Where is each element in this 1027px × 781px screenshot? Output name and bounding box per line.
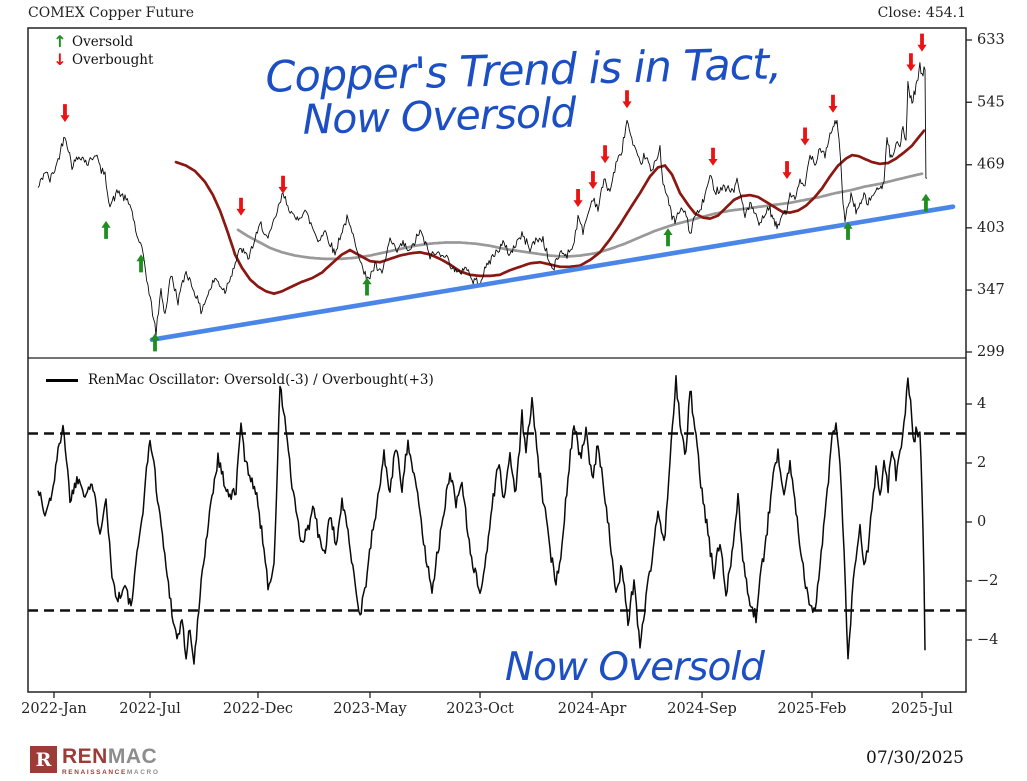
oversold-up-arrow-icon: ↑ [53,32,67,51]
price-axis-tick-label: 299 [977,344,1005,360]
oversold-signal-arrow [101,220,111,239]
date-axis-tick-label: 2022-Dec [223,701,293,717]
handwritten-annotation-oscillator: Now Oversold [505,645,765,690]
logo-sub-renaissance: RENAISSANCE [62,769,127,776]
support-trendline [149,204,956,343]
oversold-signal-arrow [362,277,372,296]
logo-name-ren: REN [62,745,108,768]
renmac-logo-mark: R [30,746,57,773]
overbought-signal-arrow [782,161,792,180]
legend-row-overbought: ↓ Overbought [48,51,153,69]
oscillator-legend-label: RenMac Oscillator: Oversold(-3) / Overbo… [88,372,434,388]
overbought-signal-arrow [828,94,838,113]
renmac-logo-subtext: RENAISSANCEMACRO [62,769,159,776]
moving-average-fast-line [174,129,926,296]
overbought-signal-arrow [800,127,810,146]
overbought-signal-arrow [906,53,916,72]
oscillator-axis-tick-label: 2 [977,455,986,471]
overbought-down-arrow-icon: ↓ [53,50,67,69]
oversold-signal-arrow [663,228,673,247]
renmac-logo-name: RENMAC [62,746,159,767]
price-axis-tick-label: 347 [977,282,1005,298]
renmac-logo-text: RENMAC RENAISSANCEMACRO [62,746,159,776]
oscillator-axis-tick-label: −4 [977,632,998,648]
price-line [37,62,928,337]
date-axis-tick-label: 2023-May [333,701,407,717]
logo-sub-macro: MACRO [126,769,160,776]
price-axis-tick-label: 469 [977,157,1005,173]
handwritten-annotation-trend: Copper's Trend is in Tact, Now Oversold [265,39,783,144]
date-axis-tick-label: 2025-Feb [778,701,847,717]
overbought-signal-arrow [278,175,288,194]
date-axis-tick-label: 2025-Jul [891,701,953,717]
date-axis-tick-label: 2024-Apr [558,701,627,717]
price-axis-tick-label: 403 [977,220,1005,236]
renmac-logo: R RENMAC RENAISSANCEMACRO [30,746,159,776]
date-axis-tick-label: 2022-Jul [119,701,181,717]
date-axis-tick-label: 2024-Sep [667,701,737,717]
overbought-signal-arrow [622,90,632,109]
overbought-signal-arrow [573,189,583,207]
chart-title: COMEX Copper Future [28,5,195,21]
overbought-signal-arrow [917,33,927,52]
oscillator-line [37,374,926,665]
price-axis-tick-label: 545 [977,94,1005,110]
oscillator-axis-tick-label: 4 [977,396,986,412]
overbought-signal-arrow [60,104,70,123]
oscillator-axis-tick-label: 0 [977,514,986,530]
overbought-legend-label: Overbought [72,52,154,68]
close-price-label: Close: 454.1 [877,5,966,21]
oscillator-axis-tick-label: −2 [977,573,998,589]
overbought-signal-arrow [588,171,598,190]
oscillator-line-swatch-icon [46,378,78,382]
date-axis-tick-label: 2022-Jan [21,701,87,717]
oversold-legend-label: Oversold [72,34,134,50]
chart-frame [27,27,967,693]
price-panel-legend: ↑ Oversold ↓ Overbought [48,33,153,69]
overbought-signal-arrow [600,145,610,164]
report-date: 07/30/2025 [866,748,964,768]
moving-average-slow-line [236,172,924,261]
date-axis-tick-label: 2023-Oct [446,701,514,717]
oscillator-legend: RenMac Oscillator: Oversold(-3) / Overbo… [46,372,434,388]
overbought-signal-arrow [708,147,718,166]
legend-row-oversold: ↑ Oversold [48,33,153,51]
oversold-signal-arrow [921,193,931,212]
price-axis-tick-label: 633 [977,32,1005,48]
oversold-signal-arrow [136,254,146,273]
logo-name-mac: MAC [107,745,158,768]
overbought-signal-arrow [236,197,246,216]
oversold-signal-arrow [150,333,160,352]
oversold-signal-arrow [843,221,853,240]
